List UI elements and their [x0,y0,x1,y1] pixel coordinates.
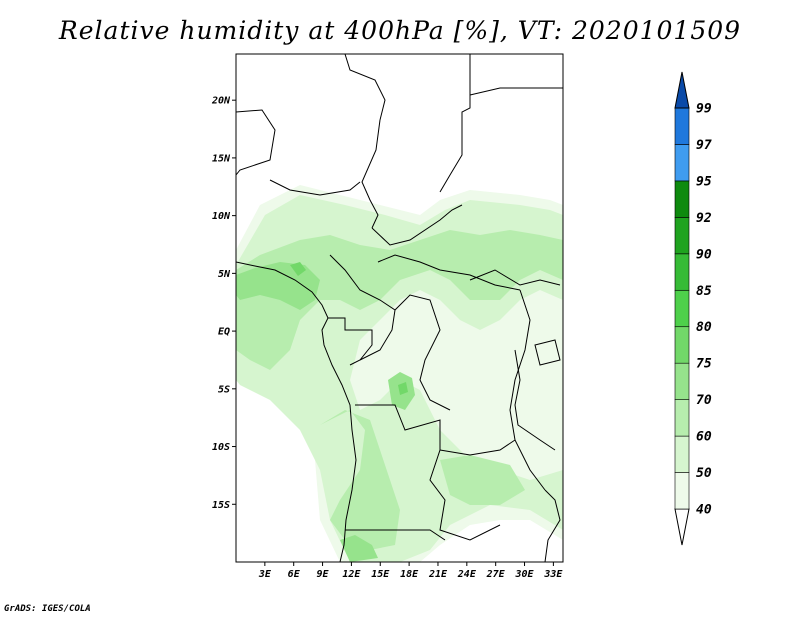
lon-tick-label: 30E [514,569,534,580]
lon-tick-label: 27E [486,569,506,580]
colorbar-swatch [674,326,690,364]
gabon-border [328,317,373,366]
colorbar-swatch [674,472,690,510]
colorbar-swatch [674,399,690,437]
great-lakes [514,349,556,451]
lon-tick-label: 12E [342,569,361,580]
map-title: Relative humidity at 400hPa [%], VT: 202… [58,16,742,45]
rh-band-60 [236,230,563,370]
colorbar-swatch [674,289,690,328]
colorbar-swatch [674,180,690,218]
lat-tick-label: 5N [218,269,231,280]
map-frame [235,53,564,563]
lat-tick-label: 15N [212,153,231,164]
algeria-niger-border [236,109,276,176]
colorbar-swatch [674,107,690,145]
lon-tick-label: 9E [317,569,330,580]
colorbar-upper-arrow [674,71,690,109]
colorbar-label: 99 [696,102,712,117]
colorbar: 40 50 60 70 75 80 85 90 92 95 97 99 [674,71,712,546]
colorbar-swatch [674,217,690,255]
rh-band-75b [398,382,408,395]
colorbar-swatch [674,362,690,400]
nigeria-border [269,179,361,196]
lat-tick-label: 20N [211,96,231,107]
rh-band-70c [340,535,378,562]
colorbar-label: 85 [696,284,712,299]
lon-tick-label: 3E [258,569,272,580]
colorbar-label: 80 [696,320,712,335]
congo-drc-border [394,294,451,411]
drc-east-border [509,289,546,491]
humidity-shading [236,185,563,562]
lon-tick-label: 33E [543,569,563,580]
colorbar-label: 95 [696,174,712,189]
west-africa-coastline [236,261,357,562]
country-borders [236,54,563,562]
colorbar-swatch [674,435,690,473]
colorbar-label: 92 [696,211,712,226]
libya-border [344,54,386,121]
lon-tick-label: 15E [371,569,390,580]
lon-tick-label: 6E [288,569,301,580]
chad-car-border [371,204,463,246]
lat-tick-label: 10N [212,211,231,222]
sudan-south-border [469,269,561,286]
lat-tick-label: 10S [212,442,230,453]
sudan-border [469,87,563,96]
colorbar-label: 97 [696,138,712,153]
longitude-axis: 3E 6E 9E 12E 15E 18E 21E 24E 27E 30E 33E [258,562,563,580]
lon-tick-label: 21E [428,569,448,580]
lat-tick-label: 5S [218,384,230,395]
colorbar-label: 75 [696,357,712,372]
colorbar-label: 90 [696,247,712,262]
zambia-border [439,439,516,456]
niger-chad-border [361,119,381,229]
cameroon-border [329,254,396,361]
colorbar-swatch [674,253,690,291]
colorbar-label: 70 [696,393,712,408]
rh-band-75 [290,262,306,276]
lat-tick-label: EQ [218,327,230,338]
rh-band-60c [440,455,525,505]
egypt-sudan-border [439,54,471,193]
lat-tick-label: 15S [212,500,230,511]
colorbar-swatch [674,144,690,182]
colorbar-lower-arrow [674,508,690,546]
angola-border [355,404,501,541]
lon-tick-label: 24E [457,569,477,580]
colorbar-label: 40 [696,503,712,518]
colorbar-label: 60 [696,430,712,445]
namibia-border [345,529,446,541]
colorbar-label: 50 [696,466,712,481]
car-border [377,254,521,291]
lake-victoria [534,339,561,366]
grads-credit: GrADS: IGES/COLA [4,604,91,614]
lon-tick-label: 18E [400,569,419,580]
latitude-axis: 20N 15N 10N 5N EQ 5S 10S 15S [211,96,236,511]
rh-band-60b [320,410,400,550]
mozambique-border [544,489,561,562]
